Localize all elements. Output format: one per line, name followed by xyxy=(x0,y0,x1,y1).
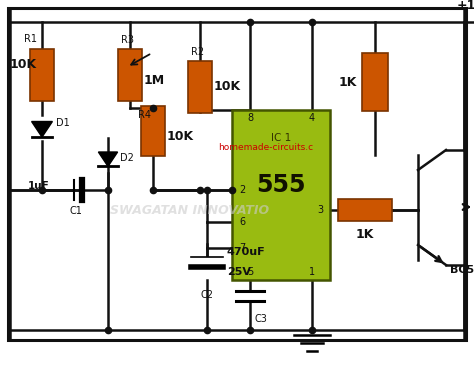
Text: 25V: 25V xyxy=(227,267,251,277)
Bar xyxy=(8,8,466,340)
Text: 470uF: 470uF xyxy=(227,247,265,257)
Text: 555: 555 xyxy=(256,173,306,197)
Text: C3: C3 xyxy=(255,314,268,324)
Bar xyxy=(338,199,392,221)
Text: R3: R3 xyxy=(121,35,135,45)
Text: R2: R2 xyxy=(191,47,205,57)
Text: 1K: 1K xyxy=(338,75,357,88)
Text: C2: C2 xyxy=(201,290,213,300)
Text: SWAGATAN INNOVATIO: SWAGATAN INNOVATIO xyxy=(110,203,270,216)
Text: R4: R4 xyxy=(138,110,151,120)
Text: D2: D2 xyxy=(120,153,134,163)
Polygon shape xyxy=(99,152,118,166)
Bar xyxy=(188,61,212,113)
Text: 2: 2 xyxy=(239,185,245,195)
Text: 4: 4 xyxy=(309,113,315,123)
Text: 1uF: 1uF xyxy=(28,181,50,191)
Bar xyxy=(141,106,165,156)
Text: D1: D1 xyxy=(56,118,70,128)
Text: 1: 1 xyxy=(309,267,315,277)
Bar xyxy=(362,53,388,111)
Text: 6: 6 xyxy=(239,217,245,227)
Text: 3: 3 xyxy=(317,205,323,215)
Text: BC547: BC547 xyxy=(450,265,474,275)
Text: 7: 7 xyxy=(239,243,245,253)
Text: 10K: 10K xyxy=(10,58,37,71)
Text: IC 1: IC 1 xyxy=(271,133,291,143)
Bar xyxy=(118,49,142,101)
Polygon shape xyxy=(32,122,53,137)
Text: homemade-circuits.c: homemade-circuits.c xyxy=(218,144,313,152)
Bar xyxy=(30,49,54,101)
Text: 1K: 1K xyxy=(356,228,374,241)
Text: 5: 5 xyxy=(247,267,253,277)
Text: C1: C1 xyxy=(70,206,82,216)
Text: 10K: 10K xyxy=(214,80,241,93)
Text: +12V: +12V xyxy=(457,0,474,12)
Text: 8: 8 xyxy=(247,113,253,123)
Bar xyxy=(232,110,330,280)
Text: 1M: 1M xyxy=(144,74,165,86)
Text: 10K: 10K xyxy=(167,130,194,142)
Text: R1: R1 xyxy=(24,34,37,44)
